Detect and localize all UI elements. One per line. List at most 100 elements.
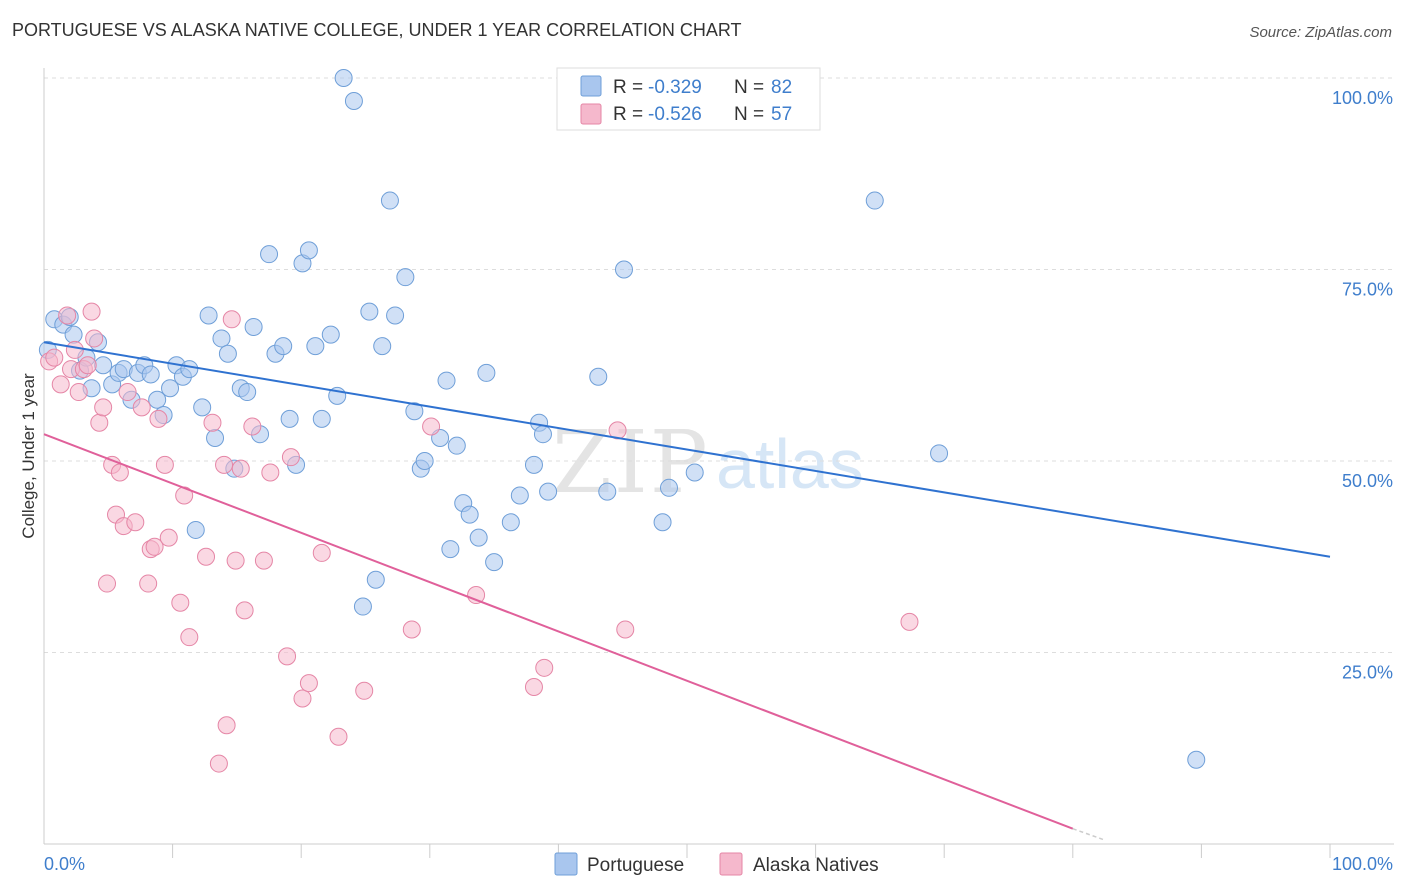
portuguese-point (415, 452, 434, 470)
portuguese-point (386, 306, 405, 325)
portuguese-point (366, 570, 385, 589)
alaska-natives-point (155, 455, 174, 474)
alaska-natives-point (209, 754, 228, 773)
y-tick-label: 25.0% (1342, 663, 1393, 683)
stats-legend: R = -0.329 N = 82 R = -0.526 N = 57 (556, 67, 821, 131)
portuguese-point (193, 398, 212, 417)
gridlines (44, 77, 1394, 653)
portuguese-points (38, 69, 1206, 769)
portuguese-point (539, 482, 558, 501)
alaska-natives-point (51, 375, 70, 394)
chart-title: PORTUGUESE VS ALASKA NATIVE COLLEGE, UND… (12, 20, 742, 40)
alaska-natives-point (235, 601, 254, 620)
portuguese-point (469, 528, 488, 547)
portuguese-point (321, 325, 340, 344)
stats-r-value: -0.329 (648, 77, 702, 98)
portuguese-point (598, 482, 617, 501)
alaska-natives-legend-swatch (719, 852, 743, 876)
portuguese-point (186, 520, 205, 539)
alaska-natives-point (139, 574, 158, 593)
portuguese-point (510, 486, 529, 505)
portuguese-point (501, 513, 520, 532)
portuguese-point (312, 409, 331, 428)
alaska-natives-point (524, 677, 543, 696)
alaska-natives-point (226, 551, 245, 570)
y-tick-label: 75.0% (1342, 280, 1393, 300)
alaska-natives-point (90, 413, 109, 432)
alaska-natives-point (58, 306, 77, 325)
portuguese-point (460, 505, 479, 524)
portuguese-point (360, 302, 379, 321)
alaska-natives-point (535, 658, 554, 677)
alaska-natives-points (40, 302, 919, 773)
alaska-natives-point (94, 398, 113, 417)
alaska-natives-point (422, 417, 441, 436)
alaska-natives-point (355, 681, 374, 700)
alaska-natives-point (69, 383, 88, 402)
portuguese-point (380, 191, 399, 210)
alaska-natives-point (65, 340, 84, 359)
portuguese-swatch (580, 75, 602, 97)
stats-n-value: 57 (771, 104, 792, 125)
portuguese-point (199, 306, 218, 325)
portuguese-trend-line (43, 341, 1331, 558)
stats-r-value: -0.526 (648, 104, 702, 125)
stats-n-label: N = (734, 77, 764, 98)
portuguese-point (930, 444, 949, 463)
alaska-natives-point (261, 463, 280, 482)
portuguese-point (396, 268, 415, 287)
alaska-natives-point (118, 383, 137, 402)
portuguese-point (373, 337, 392, 356)
alaska-natives-trend-line (43, 433, 1074, 830)
alaska-natives-point (98, 574, 117, 593)
watermark-zip: ZIP (552, 413, 710, 513)
portuguese-point (524, 455, 543, 474)
watermark-atlas: atlas (716, 425, 864, 503)
portuguese-point (334, 69, 353, 87)
alaska-natives-point (45, 348, 64, 367)
stats-n-label: N = (734, 104, 764, 125)
alaska-natives-point (231, 459, 250, 478)
stats-r-label: R = (613, 77, 643, 98)
alaska-natives-point (900, 612, 919, 631)
portuguese-point (614, 260, 633, 279)
portuguese-point (218, 344, 237, 363)
portuguese-point (653, 513, 672, 532)
portuguese-point (437, 371, 456, 390)
alaska-natives-trend-extension (1072, 827, 1106, 841)
portuguese-point (477, 363, 496, 382)
stats-n-value: 82 (771, 77, 792, 98)
portuguese-point (274, 337, 293, 356)
portuguese-point (865, 191, 884, 210)
portuguese-point (299, 241, 318, 260)
portuguese-point (212, 329, 231, 348)
alaska-natives-point (278, 647, 297, 666)
portuguese-point (280, 409, 299, 428)
alaska-natives-point (293, 689, 312, 708)
y-tick-labels: 25.0% 50.0% 75.0% 100.0% (1332, 88, 1393, 683)
alaska-natives-point (402, 620, 421, 639)
series-legend: Portuguese Alaska Natives (554, 852, 879, 876)
portuguese-point (238, 383, 257, 402)
portuguese-point (405, 402, 424, 421)
alaska-natives-point (145, 537, 164, 556)
portuguese-point (1187, 750, 1206, 769)
portuguese-point (344, 91, 363, 110)
portuguese-point (161, 379, 180, 398)
x-tick-label: 100.0% (1332, 854, 1393, 874)
source-credit: Source: ZipAtlas.com (1249, 24, 1392, 41)
portuguese-point (659, 478, 678, 497)
y-tick-label: 50.0% (1342, 471, 1393, 491)
alaska-natives-point (180, 628, 199, 647)
alaska-natives-point (126, 513, 145, 532)
alaska-natives-point (467, 586, 486, 605)
portuguese-point (244, 317, 263, 336)
portuguese-point (306, 337, 325, 356)
portuguese-point (533, 425, 552, 444)
portuguese-point (589, 367, 608, 386)
portuguese-legend-label: Portuguese (587, 855, 684, 876)
alaska-natives-point (222, 310, 241, 329)
alaska-natives-point (159, 528, 178, 547)
alaska-natives-point (243, 417, 262, 436)
portuguese-point (94, 356, 113, 375)
